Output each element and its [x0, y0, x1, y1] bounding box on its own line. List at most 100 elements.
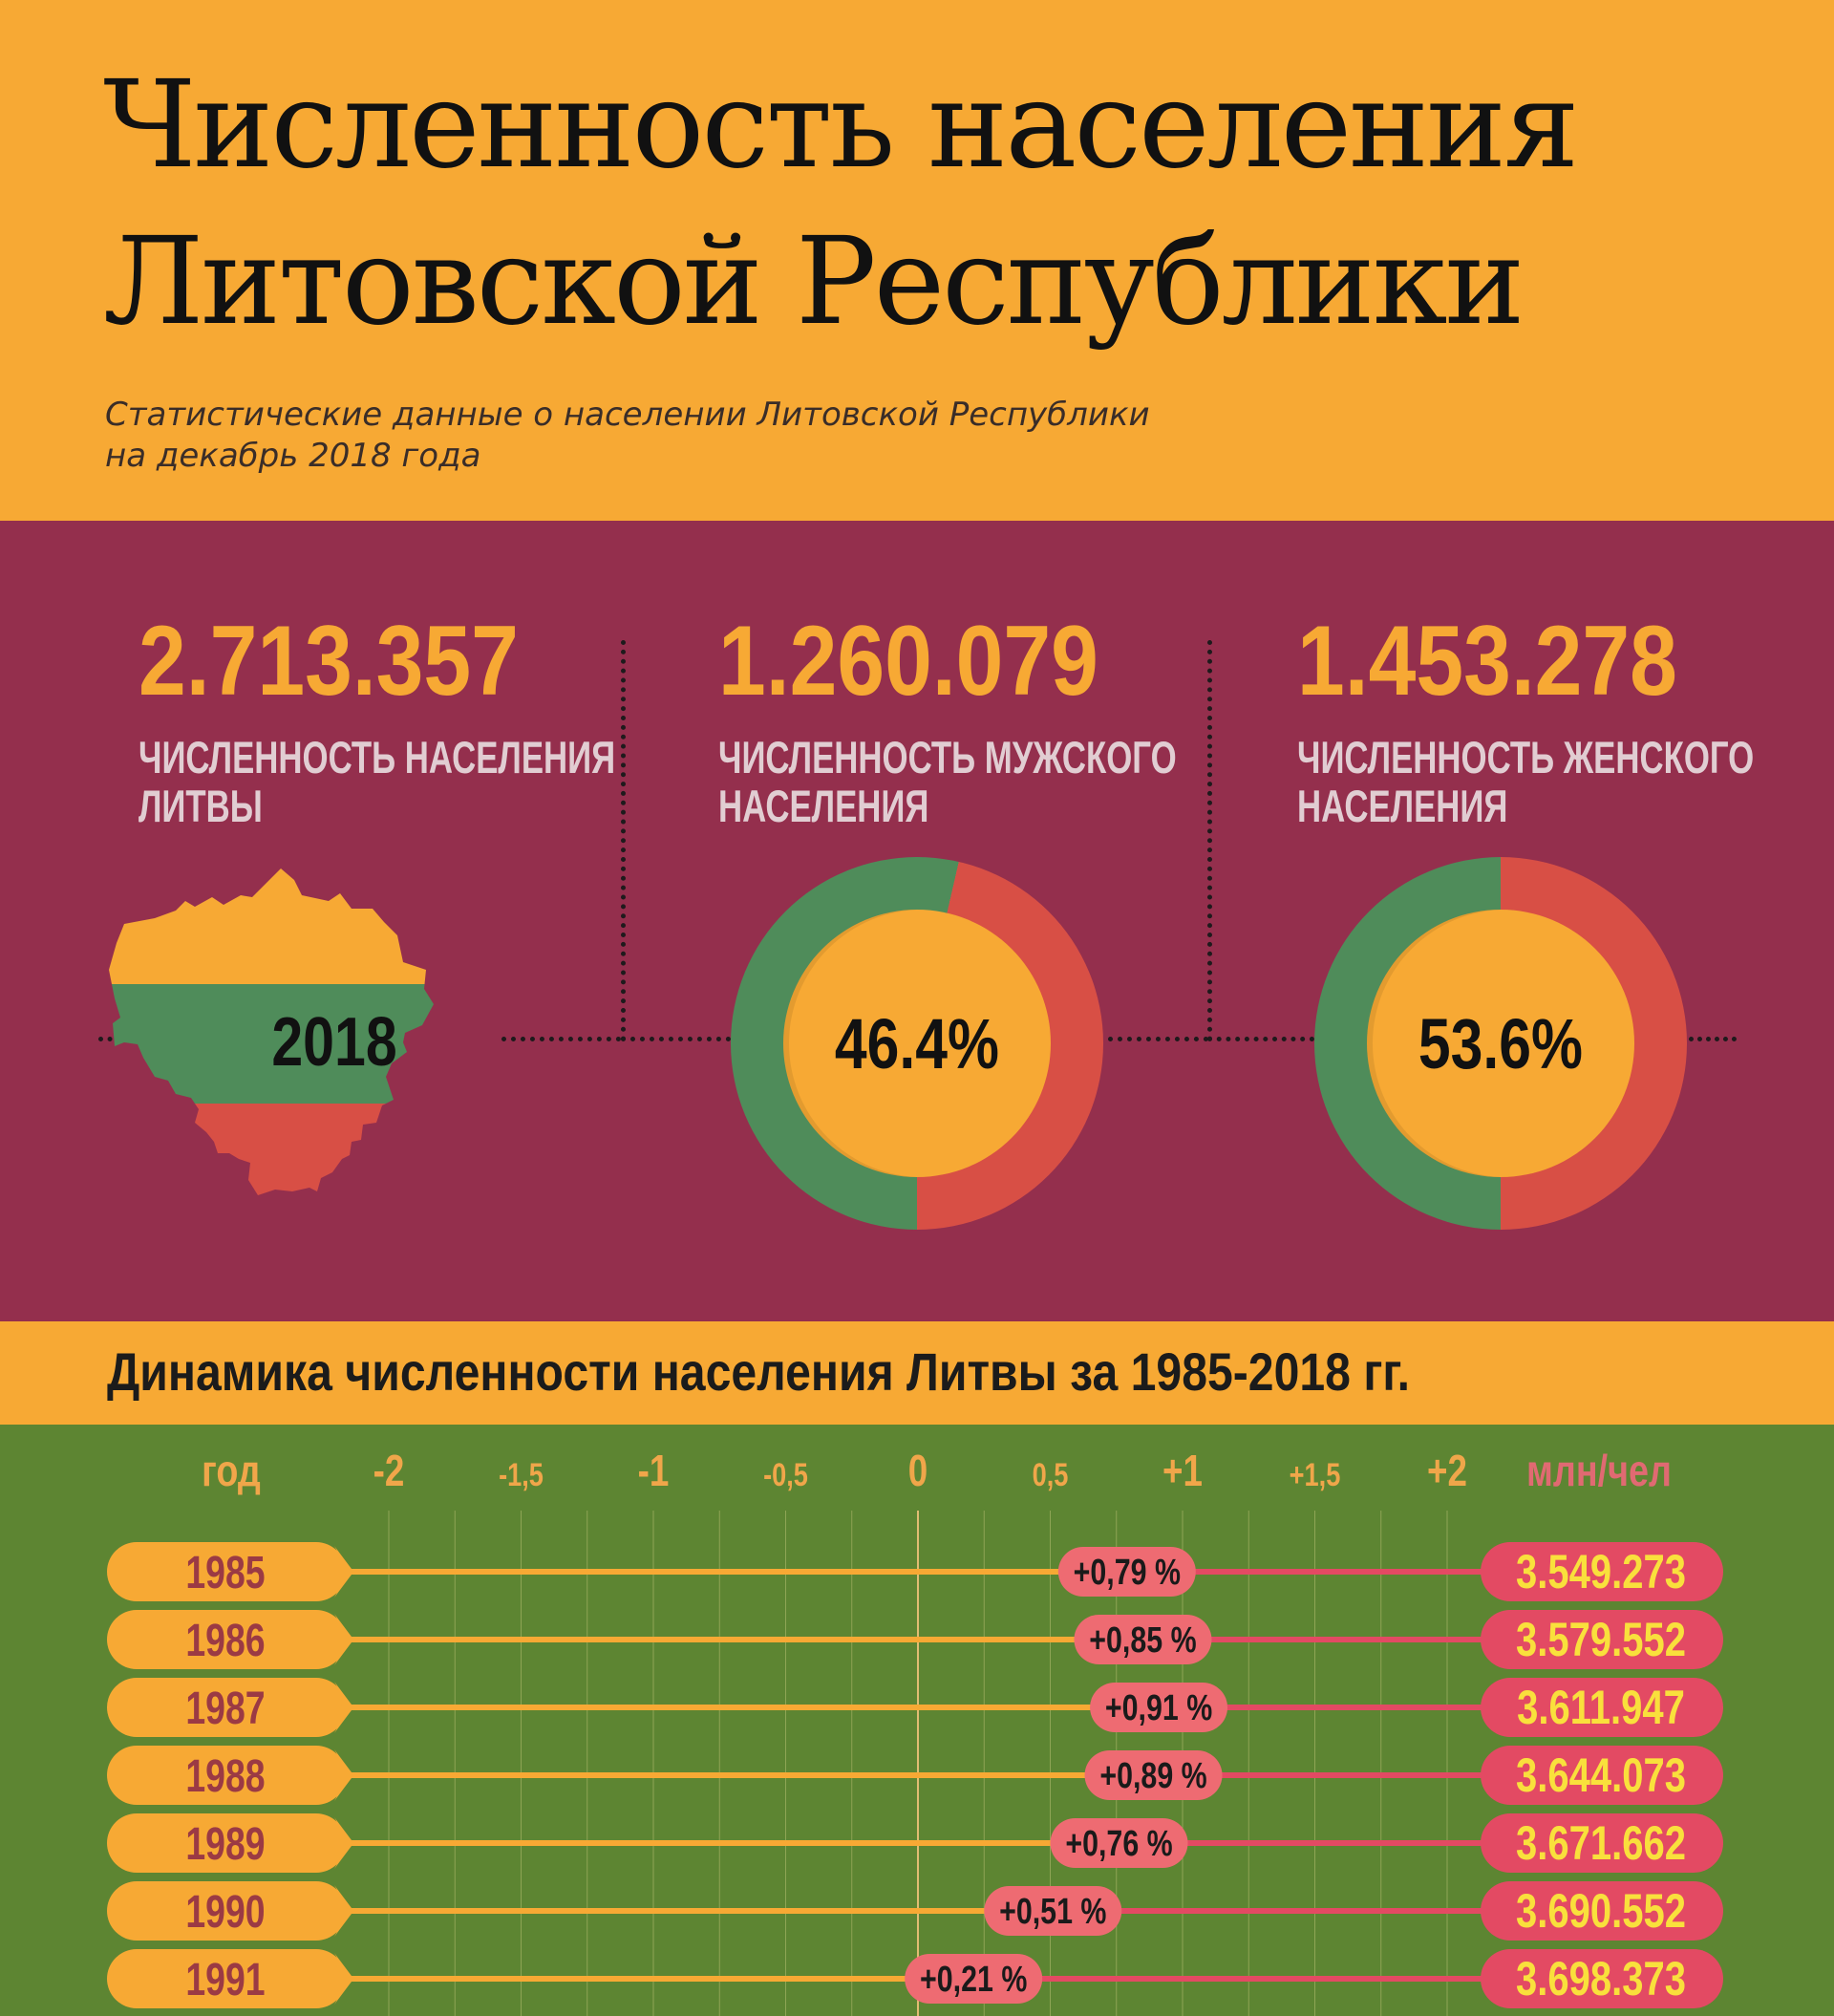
total-population-label: ЧИСЛЕННОСТЬ НАСЕЛЕНИЯ ЛИТВЫ	[139, 733, 615, 830]
row-population: 3.690.552	[1516, 1884, 1686, 1938]
row-year: 1990	[185, 1887, 265, 1939]
female-population-label-line-2: НАСЕЛЕНИЯ	[1297, 781, 1508, 831]
axis-tick-label: +1	[1162, 1446, 1203, 1495]
table-row: 1990 +0,51 % 3.690.552	[107, 1881, 1723, 1941]
year-pill-tail	[334, 1749, 352, 1801]
growth-badge	[1050, 1818, 1188, 1868]
year-pill-tail	[334, 1817, 352, 1869]
male-share-donut: 46.4%	[731, 857, 1103, 1230]
axis-tick-label: -0,5	[763, 1456, 808, 1493]
row-growth-label: +0,51 %	[999, 1892, 1106, 1932]
row-year: 1987	[185, 1684, 265, 1735]
growth-badge	[984, 1886, 1122, 1936]
subtitle-line-1: Статистические данные о населении Литовс…	[105, 396, 1150, 434]
section-title: Динамика численности населения Литвы за …	[107, 1341, 1411, 1402]
axis-tick-label: -1	[638, 1446, 670, 1495]
connector-dots-3	[1108, 1037, 1208, 1041]
table-row: 1985 +0,79 % 3.549.273	[107, 1542, 1723, 1601]
total-population-value: 2.713.357	[139, 606, 519, 717]
growth-badge	[1057, 1547, 1196, 1597]
year-pill	[107, 1610, 346, 1669]
year-pill	[107, 1813, 346, 1873]
male-population-value: 1.260.079	[718, 606, 1098, 717]
male-population-label: ЧИСЛЕННОСТЬ МУЖСКОГО НАСЕЛЕНИЯ	[718, 733, 1177, 830]
female-share-donut-center: 53.6%	[1367, 910, 1634, 1177]
connector-dots-5	[1689, 1037, 1737, 1041]
axis-tick-label: -2	[373, 1446, 405, 1495]
table-row: 1988 +0,89 % 3.644.073	[107, 1746, 1723, 1805]
row-population: 3.644.073	[1516, 1748, 1686, 1802]
row-growth-label: +0,89 %	[1099, 1756, 1206, 1796]
year-pill	[107, 1542, 346, 1601]
row-population: 3.698.373	[1516, 1952, 1686, 2005]
row-population: 3.549.273	[1516, 1545, 1686, 1598]
row-growth-label: +0,79 %	[1074, 1553, 1181, 1593]
female-population-value: 1.453.278	[1297, 606, 1677, 717]
growth-badge	[1074, 1615, 1212, 1664]
row-population: 3.611.947	[1517, 1681, 1685, 1734]
row-year: 1989	[185, 1819, 265, 1871]
male-population-label-line-1: ЧИСЛЕННОСТЬ МУЖСКОГО	[718, 732, 1177, 783]
table-row: 1991 +0,21 % 3.698.373	[107, 1949, 1723, 2008]
female-population-label-line-1: ЧИСЛЕННОСТЬ ЖЕНСКОГО	[1297, 732, 1755, 783]
stats-panel: 2.713.357 ЧИСЛЕННОСТЬ НАСЕЛЕНИЯ ЛИТВЫ 1.…	[0, 521, 1834, 1321]
year-pill	[107, 1949, 346, 2008]
map-year-label: 2018	[271, 1004, 397, 1081]
year-pill-tail	[334, 1546, 352, 1598]
female-share-percent: 53.6%	[1418, 1003, 1584, 1083]
row-year: 1985	[185, 1548, 265, 1599]
year-pill	[107, 1746, 346, 1805]
row-growth-label: +0,21 %	[920, 1960, 1027, 2000]
year-pill-tail	[334, 1682, 352, 1733]
population-pill	[1481, 1813, 1723, 1873]
connector-dots-4	[1207, 1037, 1314, 1041]
section-band: Динамика численности населения Литвы за …	[0, 1321, 1834, 1425]
separator-dots-2	[1207, 640, 1212, 1041]
axis-tick-label: +1,5	[1290, 1456, 1341, 1493]
year-pill	[107, 1881, 346, 1941]
population-pill	[1481, 1949, 1723, 2008]
axis-label-year: год	[202, 1446, 261, 1494]
axis-tick-label: 0	[908, 1446, 928, 1495]
year-pill-tail	[334, 1614, 352, 1665]
connector-dots-1	[501, 1037, 621, 1041]
row-population: 3.579.552	[1516, 1613, 1686, 1666]
page-title-line-1: Численность населения	[103, 54, 1580, 195]
subtitle-line-2: на декабрь 2018 года	[105, 437, 481, 475]
growth-badge	[1084, 1750, 1223, 1800]
axis-tick-label: -1,5	[499, 1456, 544, 1493]
table-row: 1989 +0,76 % 3.671.662	[107, 1813, 1723, 1873]
growth-badge	[905, 1954, 1043, 2004]
population-dynamics-chart: год -2 -1,5 -1 -0,5 0 0,5 +1 +1,5 +2 млн/чел 1985 +0…	[107, 1446, 1723, 2016]
row-growth-label: +0,76 %	[1065, 1824, 1172, 1864]
population-pill	[1481, 1746, 1723, 1805]
table-row: 1987 +0,91 % 3.611.947	[107, 1678, 1723, 1737]
total-population-label-line-2: ЛИТВЫ	[139, 781, 263, 831]
population-pill	[1481, 1610, 1723, 1669]
connector-dots-2	[621, 1037, 731, 1041]
table-row: 1986 +0,85 % 3.579.552	[107, 1610, 1723, 1669]
page-title-line-2: Литовской Республики	[103, 211, 1525, 352]
female-share-donut: 53.6%	[1314, 857, 1687, 1230]
row-year: 1988	[185, 1751, 265, 1803]
axis-label-population: млн/чел	[1526, 1446, 1672, 1494]
lithuania-map-icon	[109, 869, 434, 1195]
population-pill	[1481, 1542, 1723, 1601]
row-growth-label: +0,85 %	[1089, 1620, 1196, 1661]
male-share-donut-center: 46.4%	[783, 910, 1051, 1177]
axis-tick-label: +2	[1427, 1446, 1467, 1495]
row-year: 1991	[185, 1955, 265, 2006]
axis-tick-label: 0,5	[1033, 1456, 1069, 1493]
header: Численность населения Литовской Республи…	[0, 0, 1834, 521]
year-pill-tail	[334, 1885, 352, 1937]
male-share-percent: 46.4%	[834, 1003, 1000, 1083]
total-population-label-line-1: ЧИСЛЕННОСТЬ НАСЕЛЕНИЯ	[139, 732, 616, 783]
population-pill	[1481, 1881, 1723, 1941]
female-population-label: ЧИСЛЕННОСТЬ ЖЕНСКОГО НАСЕЛЕНИЯ	[1297, 733, 1754, 830]
year-pill-tail	[334, 1953, 352, 2005]
year-pill	[107, 1678, 346, 1737]
separator-dots-1	[621, 640, 626, 1041]
row-growth-label: +0,91 %	[1105, 1688, 1212, 1728]
male-population-label-line-2: НАСЕЛЕНИЯ	[718, 781, 929, 831]
growth-badge	[1090, 1683, 1228, 1732]
